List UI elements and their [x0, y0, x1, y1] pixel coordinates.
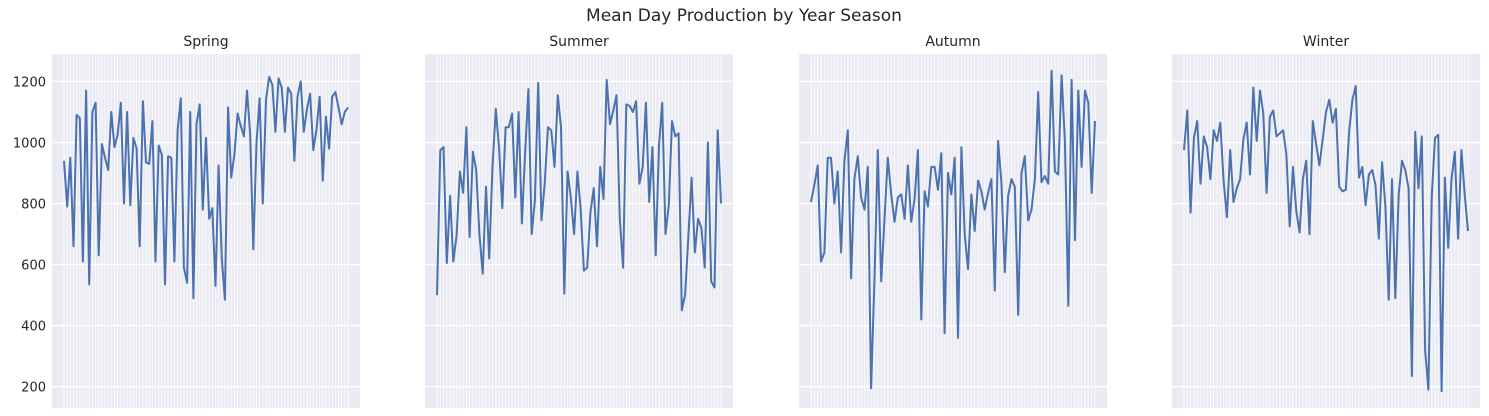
series-line [810, 69, 1096, 390]
y-tick-label: 1200 [13, 75, 46, 90]
series-line [1183, 85, 1469, 393]
y-tick-label: 600 [21, 259, 46, 274]
subplot-title: Autumn [925, 34, 980, 50]
subplot-summer: Summer [425, 34, 733, 408]
subplot-title: Summer [549, 34, 609, 50]
y-tick-label: 800 [21, 198, 46, 213]
subplot-autumn: Autumn [799, 34, 1107, 408]
subplot-title: Spring [183, 34, 228, 50]
figure-title: Mean Day Production by Year Season [586, 6, 902, 26]
series-line [63, 75, 349, 301]
y-tick-label: 200 [21, 381, 46, 396]
subplot-winter: Winter [1172, 34, 1480, 408]
subplot-title: Winter [1303, 34, 1349, 50]
y-tick-label: 400 [21, 320, 46, 335]
subplot-spring: 200 400 600 800 1000 1200 Spring [13, 34, 360, 408]
plot-area [425, 54, 733, 408]
y-tick-label: 1000 [13, 137, 46, 152]
series-line [436, 78, 722, 312]
